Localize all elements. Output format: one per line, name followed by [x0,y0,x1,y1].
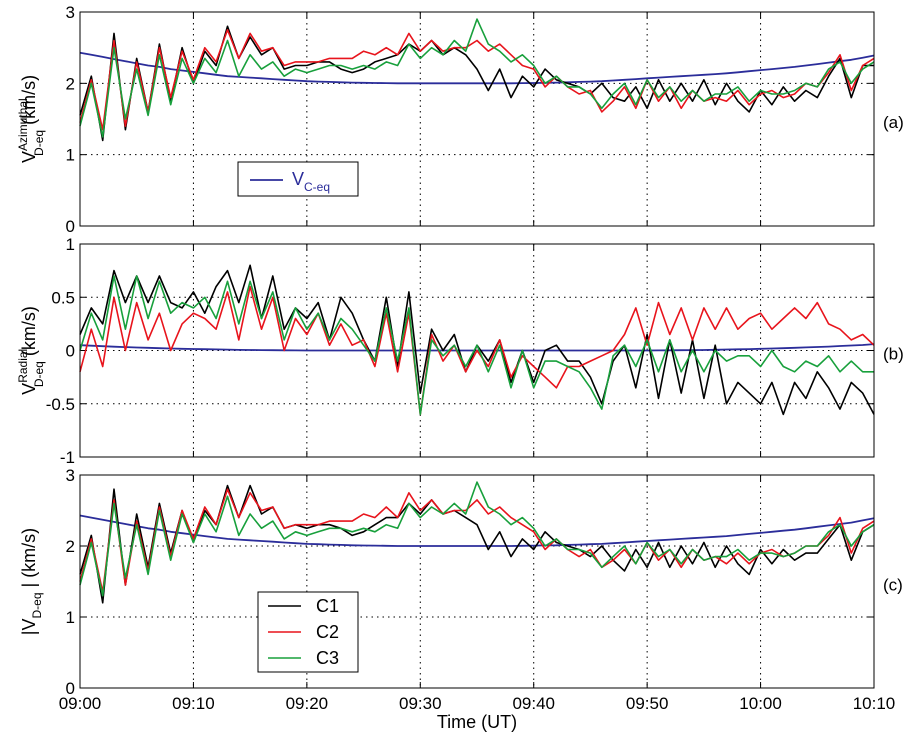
panel-3: 0 1 2 3 (c) |VD-eq | (km/s) C1 C2 C3 [19,466,903,698]
series-line-c2 [79,488,875,593]
y-label-superscript: Azimuthal [16,98,30,151]
y-tick-label: 1 [66,608,75,627]
y-tick-label: 0 [66,342,75,361]
legend-box [237,161,359,197]
y-tick-label: 3 [66,466,75,485]
y-label-subscript: D-eq [32,130,46,156]
panel-label: (a) [883,113,904,132]
y-label-subscript: D-eq [32,361,46,387]
legend-label-symbol: V [292,169,304,189]
legend-label-c2: C2 [316,622,339,642]
y-axis-label: |VD-eq | (km/s) [19,528,44,635]
legend-label-model: VC-eq [292,169,330,194]
x-tick-label: 09:40 [512,694,555,713]
y-tick-label: 2 [66,537,75,556]
y-tick-label: 3 [66,3,75,22]
legend: VC-eq [237,161,359,197]
y-tick-label: 0 [66,679,75,698]
x-tick-label: 09:50 [626,694,669,713]
y-tick-label: -0.5 [46,395,75,414]
plot-area [80,12,874,226]
legend-label-c1: C1 [316,596,339,616]
y-axis-label: VRadial D-eq (km/s) [16,306,46,395]
series-line-c2 [79,29,875,131]
y-tick-label: -1 [60,448,75,467]
y-label-symbol: |V [19,619,39,636]
series-line-c1 [79,25,874,142]
y-tick-label: 1 [66,146,75,165]
series-line-model [79,51,875,85]
y-tick-label: 0 [66,217,75,236]
plot-frame [79,11,875,227]
y-tick-label: 2 [66,74,75,93]
plot-frame [79,243,875,458]
panel-2: -1 -0.5 0 0.5 1 (b) VRadial D-eq (km/s) [16,235,904,467]
y-label-subscript: D-eq [30,592,44,618]
x-tick-label: 09:20 [286,694,329,713]
x-tick-label: 09:00 [59,694,102,713]
y-label-superscript: Radial [16,349,30,383]
x-tick-label: 10:10 [853,694,896,713]
series-line-c3 [79,481,875,597]
y-label-symbol: V [19,383,39,395]
y-label-unit: (km/s) [19,75,39,130]
panel-label: (c) [883,576,903,595]
y-axis-label: VAzimuthal D-eq (km/s) [16,75,46,163]
x-axis-label: Time (UT) [437,712,517,732]
series-line-model [79,514,875,547]
plot-frame [79,474,875,689]
series-line-c3 [79,275,874,416]
plot-area [80,475,874,688]
series-line-c2 [79,285,875,416]
y-tick-label: 1 [66,235,75,254]
y-label-symbol: V [19,151,39,163]
legend-label-subscript: C-eq [304,180,330,194]
x-tick-label: 09:10 [172,694,215,713]
x-tick-label: 09:30 [399,694,442,713]
legend-label-c3: C3 [316,648,339,668]
panel-label: (b) [883,345,904,364]
x-tick-label: 10:00 [739,694,782,713]
legend: C1 C2 C3 [257,591,359,673]
y-label-unit: | (km/s) [19,528,39,593]
y-label-unit: (km/s) [19,306,39,361]
series-line-c3 [79,18,875,138]
y-tick-label: 0.5 [51,288,75,307]
